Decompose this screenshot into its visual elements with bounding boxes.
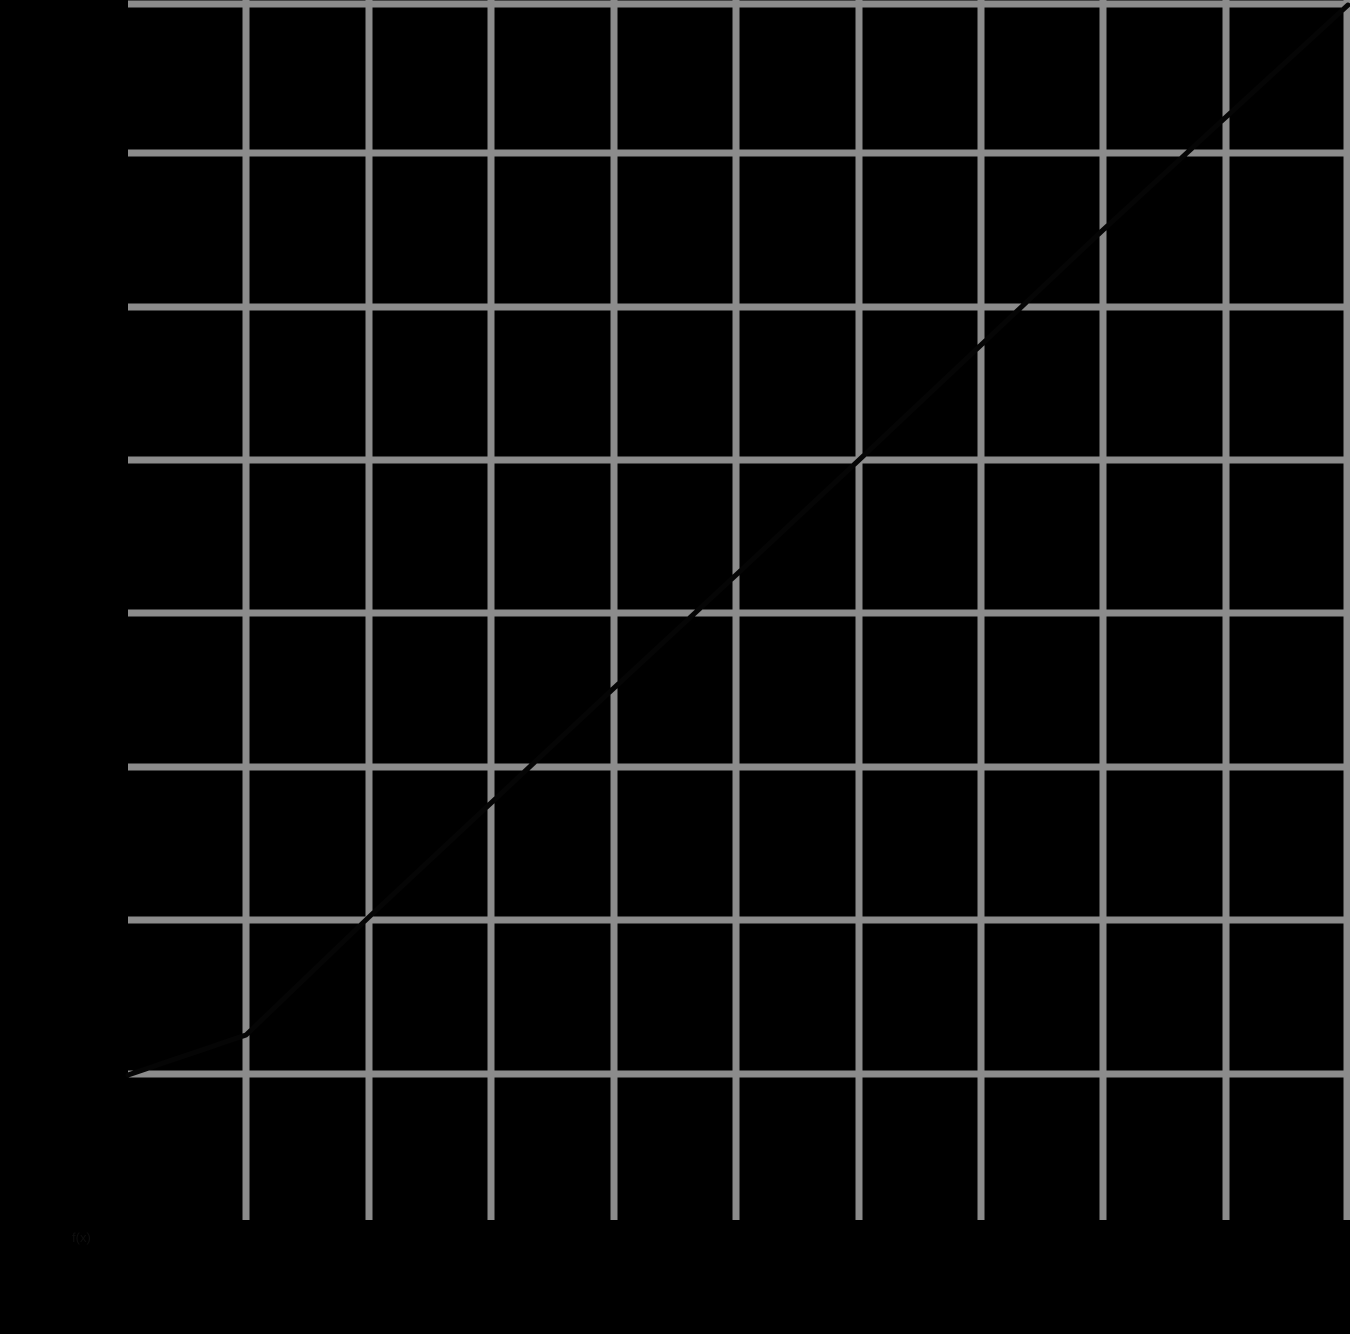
function-annotation: f(x) — [72, 1231, 91, 1245]
data-series-line — [125, 2, 1350, 1078]
vertical-gridlines — [242, 0, 1350, 1220]
